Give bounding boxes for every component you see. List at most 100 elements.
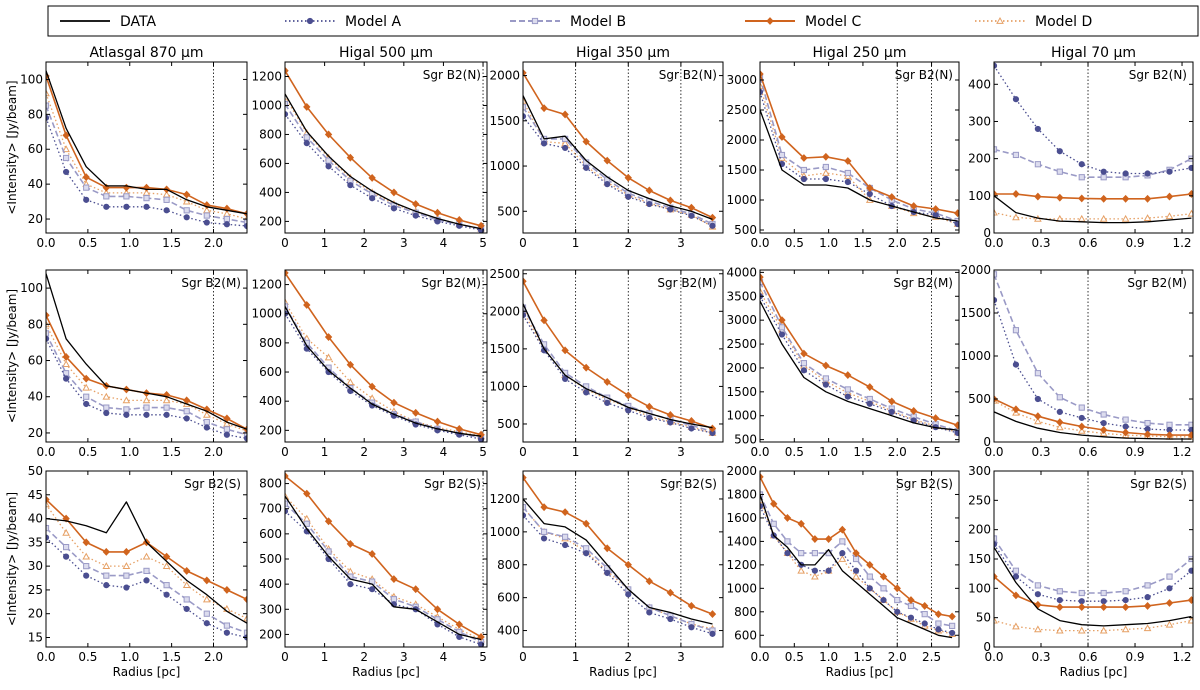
x-tick-label: 0 <box>519 650 527 664</box>
series-D <box>46 89 247 222</box>
data-point <box>103 572 110 579</box>
data-point <box>143 577 150 584</box>
data-point <box>183 566 191 575</box>
y-tick-label: 500 <box>968 392 991 406</box>
data-point <box>324 130 333 139</box>
data-point <box>603 377 611 386</box>
data-point <box>223 221 230 228</box>
y-tick-label: 500 <box>497 417 520 431</box>
data-point <box>1078 404 1085 411</box>
y-tick-label: 600 <box>259 365 282 379</box>
data-point <box>46 311 50 320</box>
series-data <box>523 498 713 625</box>
panel: 0.0 0.5 1.0 1.5 2.0 2.5 500 1000 1500 2000 2500 300… <box>726 265 960 459</box>
y-tick-label: 150 <box>968 552 991 566</box>
panel-annotation: Sgr B2(M) <box>893 276 953 290</box>
data-point <box>1121 214 1130 222</box>
panel-annotation: Sgr B2(N) <box>659 68 717 82</box>
series-data <box>46 501 247 624</box>
data-point <box>83 196 90 203</box>
panel: 0 1 2 3 4 5 200 300 400 500 600 700 800 Sgr B2(S) Radi… <box>259 470 488 679</box>
data-point <box>1078 194 1086 203</box>
data-point <box>1056 596 1063 604</box>
data-point <box>103 193 110 200</box>
data-point <box>709 222 716 229</box>
y-tick-label: 2000 <box>726 133 757 147</box>
data-point <box>949 622 956 629</box>
series-line <box>285 495 482 641</box>
x-axis-label: Radius [pc] <box>826 665 894 679</box>
y-tick-label: 300 <box>968 464 991 478</box>
series-line <box>523 106 713 225</box>
data-point <box>523 68 527 77</box>
legend-marker <box>531 17 539 25</box>
y-tick-label: 800 <box>259 477 282 491</box>
data-point <box>540 140 548 147</box>
data-point <box>1166 421 1173 428</box>
data-point <box>122 547 131 556</box>
data-point <box>142 396 151 404</box>
data-point <box>477 221 485 230</box>
x-tick-label: 1 <box>572 236 580 250</box>
y-tick-label: 2000 <box>960 263 991 277</box>
data-point <box>183 408 190 415</box>
y-tick-label: 60 <box>28 142 43 156</box>
panel-annotation: Sgr B2(N) <box>1129 68 1187 82</box>
data-point <box>83 563 90 570</box>
x-tick-label: 1.0 <box>120 445 139 459</box>
series-data <box>46 273 247 430</box>
data-point <box>844 169 851 177</box>
x-tick-label: 3 <box>677 236 685 250</box>
data-point <box>838 554 847 562</box>
data-point <box>866 560 874 569</box>
data-point <box>62 352 70 361</box>
series-line <box>523 280 713 430</box>
legend-box <box>47 5 1199 37</box>
legend-label: Model B <box>570 14 626 30</box>
x-axis-label: Radius [pc] <box>352 665 420 679</box>
series-C <box>46 495 247 604</box>
data-point <box>1055 626 1064 634</box>
y-tick-label: 100 <box>20 281 43 295</box>
series-line <box>523 72 713 219</box>
series-line <box>760 476 953 618</box>
panel: 0.0 0.5 1.0 1.5 2.0 20 40 60 80 100 Sgr B2(M) <Inte… <box>5 269 248 459</box>
y-tick-label: 1400 <box>726 534 757 548</box>
data-point <box>811 535 819 543</box>
series-line <box>523 307 713 433</box>
data-point <box>303 301 311 309</box>
data-point <box>667 206 674 213</box>
data-point <box>46 495 50 504</box>
data-point <box>103 203 110 210</box>
data-point <box>203 201 211 210</box>
x-tick-label: 1.5 <box>853 445 872 459</box>
y-tick-label: 600 <box>259 156 282 170</box>
x-tick-label: 0 <box>519 445 527 459</box>
data-point <box>368 550 376 558</box>
data-point <box>368 382 376 391</box>
y-tick-label: 250 <box>968 493 991 507</box>
series-B <box>285 303 485 441</box>
data-point <box>645 402 654 411</box>
data-point <box>325 157 332 164</box>
panel-title: Higal 500 μm <box>339 45 433 61</box>
y-tick-label: 30 <box>28 559 43 573</box>
plot-frame <box>522 470 724 648</box>
legend-entry: Model A <box>285 14 401 30</box>
y-tick-label: 20 <box>28 426 43 440</box>
data-point <box>83 572 90 579</box>
y-tick-label: 1500 <box>726 385 757 399</box>
y-tick-label: 800 <box>259 336 282 350</box>
data-point <box>1012 190 1020 198</box>
series-B <box>760 73 959 225</box>
x-tick-label: 2 <box>624 445 632 459</box>
data-point <box>203 576 211 585</box>
data-point <box>223 431 230 438</box>
y-tick-label: 1500 <box>489 114 520 128</box>
data-point <box>102 547 110 556</box>
data-point <box>63 154 70 162</box>
data-point <box>822 375 829 382</box>
data-point <box>921 602 929 610</box>
data-point <box>243 614 247 622</box>
series-line <box>285 306 482 437</box>
